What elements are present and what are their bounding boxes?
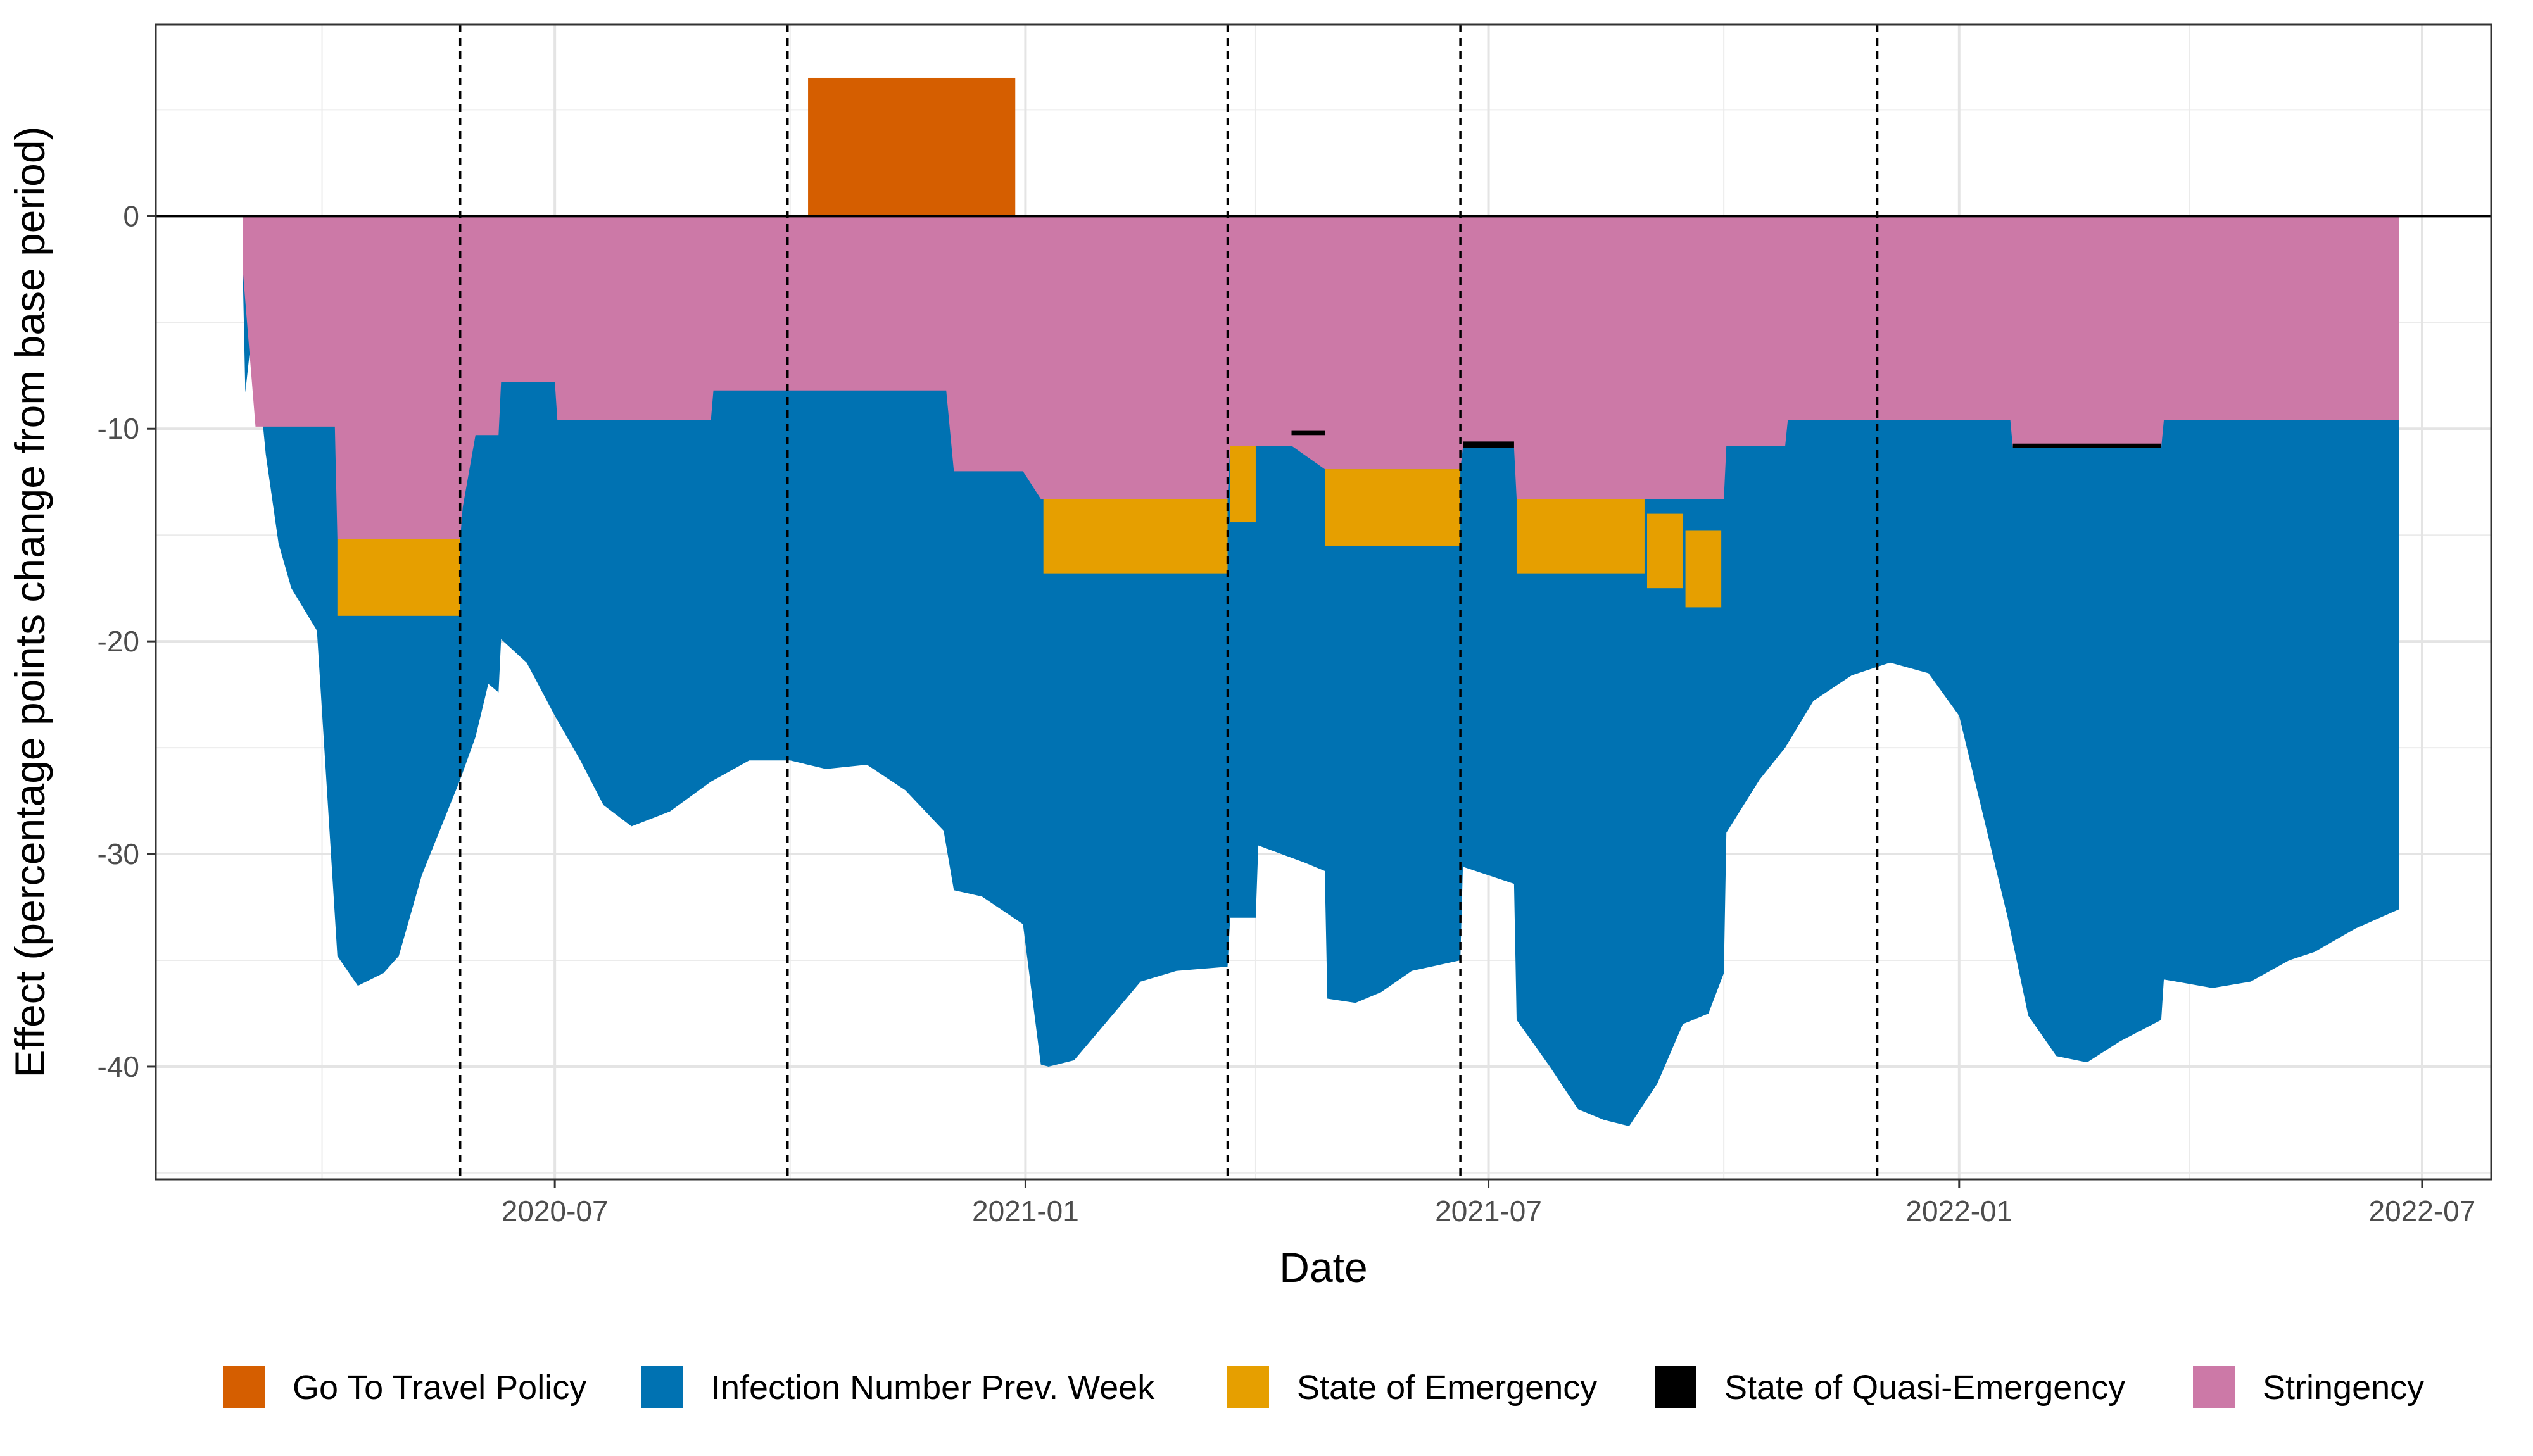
legend-label: State of Quasi-Emergency (1724, 1369, 2125, 1407)
legend-item-state-of-emergency: State of Emergency (1227, 1366, 1597, 1408)
y-ticks: 0 -10 -20 -30 -40 (98, 199, 156, 1083)
y-tick-label: -30 (98, 838, 139, 870)
area-stringency (243, 216, 2399, 539)
legend-swatch (223, 1366, 265, 1408)
area-state-of-emergency (1325, 469, 1461, 546)
x-tick-label: 2022-01 (1905, 1195, 2012, 1227)
area-state-of-emergency (337, 539, 460, 616)
area-state-of-quasi-emergency (2012, 443, 2161, 448)
y-tick-label: -20 (98, 625, 139, 658)
area-state-of-emergency (1043, 499, 1228, 574)
legend-swatch (1227, 1366, 1269, 1408)
area-state-of-quasi-emergency (1291, 430, 1325, 436)
legend-swatch (1655, 1366, 1696, 1408)
y-axis-title: Effect (percentage points change from ba… (6, 126, 53, 1077)
legend-swatch (2193, 1366, 2235, 1408)
legend-item-infection-number-prev-week: Infection Number Prev. Week (641, 1366, 1155, 1408)
area-state-of-emergency (1516, 499, 1645, 574)
areas (243, 77, 2399, 1126)
x-tick-label: 2020-07 (502, 1195, 609, 1227)
y-tick-label: 0 (123, 199, 139, 232)
x-ticks: 2020-07 2021-01 2021-07 2022-01 2022-07 (502, 1179, 2476, 1227)
x-tick-label: 2021-01 (972, 1195, 1079, 1227)
area-go-to-travel-policy (808, 77, 1016, 217)
area-infection-number-prev-week (243, 216, 2399, 1126)
y-tick-label: -10 (98, 412, 139, 445)
legend-label: Stringency (2263, 1369, 2424, 1407)
event-lines (458, 25, 1879, 1179)
x-tick-label: 2022-07 (2369, 1195, 2476, 1227)
legend-label: Infection Number Prev. Week (711, 1369, 1155, 1407)
legend-item-go-to-travel-policy: Go To Travel Policy (223, 1366, 586, 1408)
legend-swatch (641, 1366, 683, 1408)
legend-item-stringency: Stringency (2193, 1366, 2424, 1408)
area-state-of-emergency (1685, 530, 1722, 608)
legend-label: State of Emergency (1297, 1369, 1597, 1407)
x-axis-title: Date (1279, 1244, 1367, 1291)
area-state-of-quasi-emergency (1463, 441, 1514, 448)
x-tick-label: 2021-07 (1435, 1195, 1542, 1227)
legend-item-state-of-quasi-emergency: State of Quasi-Emergency (1655, 1366, 2125, 1408)
legend: Go To Travel Policy Infection Number Prev… (223, 1366, 2424, 1408)
area-state-of-emergency (1646, 513, 1683, 589)
y-tick-label: -40 (98, 1050, 139, 1083)
legend-label: Go To Travel Policy (293, 1369, 586, 1407)
area-state-of-emergency (1230, 446, 1256, 523)
plot-border (155, 23, 2492, 1181)
